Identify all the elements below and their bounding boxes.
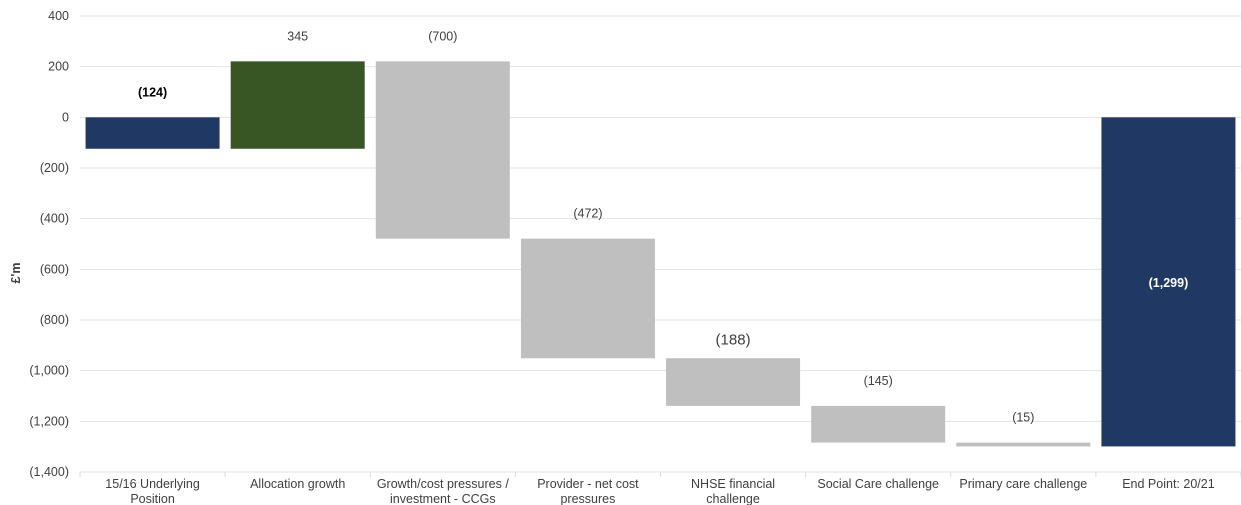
category-label: Position <box>130 492 175 505</box>
y-axis: 400 200 0 (200) (400) (600) (800) (1,000) (1,200… <box>29 9 69 479</box>
category-label: pressures <box>560 492 615 505</box>
bar-1 <box>85 117 220 149</box>
category-label: investment - CCGs <box>390 492 496 505</box>
y-tick-label: 400 <box>48 9 69 23</box>
category-label: Primary care challenge <box>959 477 1087 491</box>
y-tick-label: (200) <box>40 161 69 175</box>
bar-6 <box>811 405 946 443</box>
y-tick-label: (1,200) <box>29 414 69 428</box>
data-label-1: (124) <box>138 85 167 99</box>
category-label: Allocation growth <box>250 477 345 491</box>
category-label: Social Care challenge <box>817 477 939 491</box>
bar-8 <box>1101 117 1236 447</box>
y-tick-label: (1,000) <box>29 364 69 378</box>
data-labels: (124) 345 (700) (472) (188) (145) (15) (1,299) <box>138 29 1188 424</box>
y-tick-label: (800) <box>40 313 69 327</box>
category-label: 15/16 Underlying <box>105 477 200 491</box>
y-axis-title: £'m <box>9 262 23 283</box>
bars <box>85 61 1236 447</box>
data-label-8: (1,299) <box>1149 276 1189 290</box>
category-label: End Point: 20/21 <box>1122 477 1214 491</box>
category-label: Growth/cost pressures / <box>377 477 510 491</box>
category-label: challenge <box>706 492 760 505</box>
bar-4 <box>520 238 655 359</box>
data-label-4: (472) <box>573 207 602 221</box>
data-label-5: (188) <box>716 331 751 348</box>
data-label-3: (700) <box>428 29 457 43</box>
bar-2 <box>230 61 365 149</box>
category-label: Provider - net cost <box>537 477 639 491</box>
y-tick-label: (400) <box>40 212 69 226</box>
data-label-2: 345 <box>287 29 308 43</box>
data-label-6: (145) <box>864 374 893 388</box>
bar-7 <box>956 442 1091 447</box>
y-tick-label: 0 <box>62 110 69 124</box>
y-tick-label: (1,400) <box>29 465 69 479</box>
data-label-7: (15) <box>1012 411 1034 425</box>
bar-3 <box>375 61 510 239</box>
y-tick-label: (600) <box>40 262 69 276</box>
category-label: NHSE financial <box>691 477 775 491</box>
y-tick-label: 200 <box>48 60 69 74</box>
bar-5 <box>666 358 801 406</box>
